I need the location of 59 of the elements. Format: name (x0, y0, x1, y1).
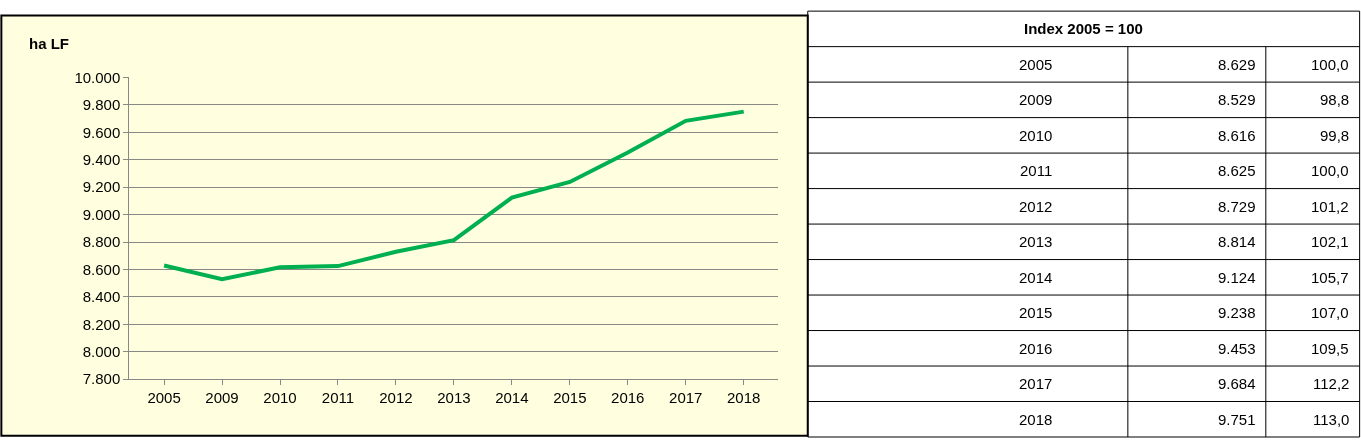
y-tick-label: 7.800 (82, 370, 121, 388)
category-label: 2016 (1019, 340, 1053, 357)
text: 8.729 (1218, 198, 1256, 215)
y-tick-label: 9.200 (82, 178, 121, 196)
x-tick-label: 2018 (727, 389, 761, 407)
text: 112,2 (1313, 375, 1350, 392)
y-tick-label: 8.000 (82, 343, 121, 361)
x-tick-label: 2005 (147, 389, 181, 407)
y-tick-label: 8.400 (82, 288, 121, 306)
text: 109,5 (1311, 340, 1349, 357)
text: 101,2 (1311, 198, 1349, 215)
text: Index 2005 = 100 (1024, 20, 1143, 37)
category-label: 2017 (1019, 375, 1053, 392)
text: 9.453 (1218, 340, 1256, 357)
category-label: 2012 (1019, 198, 1053, 215)
category-label: 2011 (1020, 162, 1053, 179)
x-tick-label: 2012 (379, 389, 413, 407)
x-tick-label: 2016 (611, 389, 645, 407)
y-axis-title: ha LF (29, 35, 69, 52)
text: 8.629 (1218, 56, 1256, 73)
text: 8.814 (1218, 233, 1256, 250)
x-tick-label: 2013 (437, 389, 471, 407)
x-tick-label: 2011 (321, 389, 355, 407)
y-tick-label: 8.200 (82, 315, 121, 333)
y-tick-label: 10.000 (74, 68, 121, 86)
text: 9.238 (1218, 304, 1256, 321)
text: 100,0 (1311, 56, 1349, 73)
category-label: 2014 (1019, 269, 1053, 286)
y-tick-label: 9.400 (82, 151, 121, 169)
category-label: 2015 (1019, 304, 1053, 321)
category-label: 2009 (1019, 91, 1053, 108)
y-tick-label: 8.800 (82, 233, 121, 251)
text: 8.625 (1218, 162, 1256, 179)
y-tick-label: 8.600 (82, 260, 121, 278)
text: 102,1 (1311, 233, 1349, 250)
category-label: 2018 (1019, 411, 1053, 428)
text: 113,0 (1313, 411, 1350, 428)
x-tick-label: 2017 (669, 389, 703, 407)
text: 107,0 (1311, 304, 1349, 321)
y-tick-label: 9.000 (82, 205, 121, 223)
line-series (162, 109, 746, 282)
text: 100,0 (1311, 162, 1349, 179)
text: 9.751 (1218, 411, 1256, 428)
x-tick-label: 2009 (205, 389, 239, 407)
text: 98,8 (1320, 91, 1350, 108)
text: 9.124 (1218, 269, 1256, 286)
x-tick-label: 2015 (553, 389, 587, 407)
text: 8.529 (1218, 91, 1256, 108)
text: 8.616 (1218, 127, 1256, 144)
text: 9.684 (1218, 375, 1256, 392)
x-tick-label: 2010 (263, 389, 297, 407)
category-label: 2005 (1019, 56, 1053, 73)
text: 105,7 (1311, 269, 1349, 286)
text: 99,8 (1320, 127, 1350, 144)
category-label: 2013 (1019, 233, 1053, 250)
y-tick-label: 9.600 (82, 123, 121, 141)
y-tick-label: 9.800 (82, 96, 121, 114)
category-label: 2010 (1019, 127, 1053, 144)
x-tick-label: 2014 (495, 389, 529, 407)
